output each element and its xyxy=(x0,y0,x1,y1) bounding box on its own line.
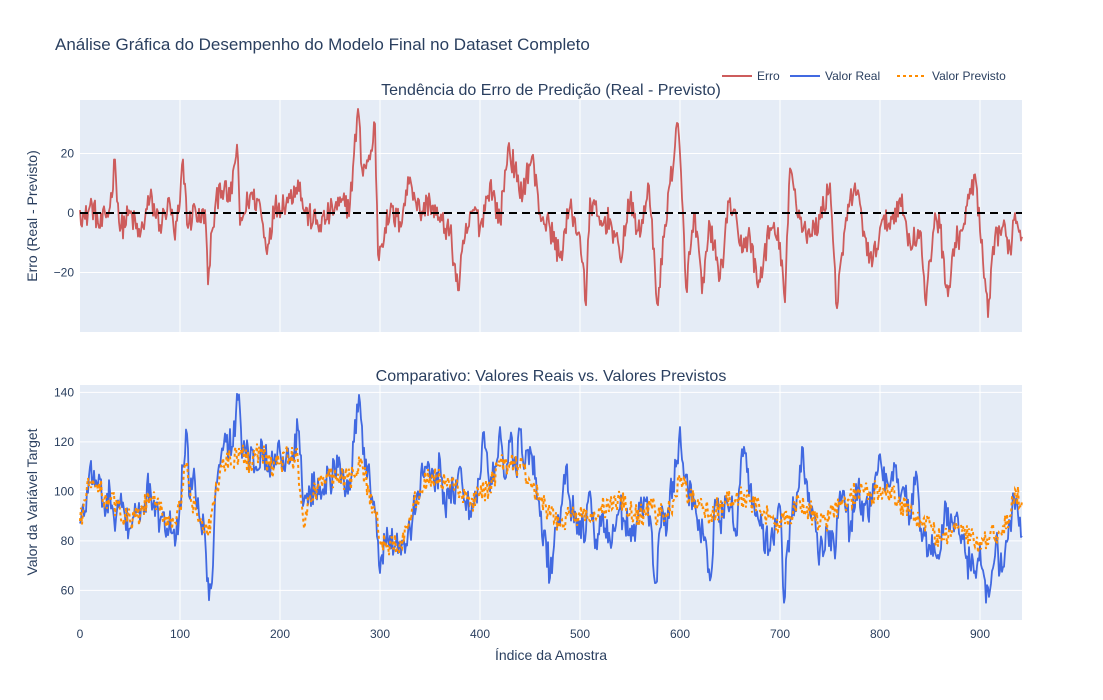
legend-item[interactable]: Valor Real xyxy=(790,69,880,83)
y-tick-label: 140 xyxy=(54,385,74,399)
figure-title: Análise Gráfica do Desempenho do Modelo … xyxy=(55,35,590,54)
x-tick-label: 600 xyxy=(670,627,690,641)
series-group-comparison xyxy=(79,392,1023,604)
y-axis-label-comparison: Valor da Variável Target xyxy=(24,428,40,575)
y-tick-label: −20 xyxy=(54,266,75,280)
series-line-erro xyxy=(79,108,1023,319)
y-ticks-comparison: 60 80 100 120 140 xyxy=(54,385,74,597)
series-line-valor-real xyxy=(79,392,1023,604)
y-tick-label: 120 xyxy=(54,435,74,449)
y-tick-label: 80 xyxy=(61,534,75,548)
series-group-error xyxy=(79,108,1023,319)
grid-comparison xyxy=(80,385,1022,620)
y-tick-label: 100 xyxy=(54,484,74,498)
legend-label: Valor Real xyxy=(825,69,880,83)
x-tick-label: 300 xyxy=(370,627,390,641)
y-tick-label: 60 xyxy=(61,583,75,597)
x-ticks-comparison: 0 100 200 300 400 500 600 700 800 900 xyxy=(77,627,991,641)
y-tick-label: 20 xyxy=(61,147,75,161)
x-tick-label: 900 xyxy=(970,627,990,641)
subplot-title-error: Tendência do Erro de Predição (Real - Pr… xyxy=(381,82,721,99)
subplot-title-comparison: Comparativo: Valores Reais vs. Valores P… xyxy=(376,368,727,385)
x-tick-label: 500 xyxy=(570,627,590,641)
legend-label: Erro xyxy=(757,69,780,83)
legend-label: Valor Previsto xyxy=(932,69,1006,83)
x-tick-label: 700 xyxy=(770,627,790,641)
x-axis-label: Índice da Amostra xyxy=(495,647,607,663)
y-tick-label: 0 xyxy=(67,206,74,220)
legend-item[interactable]: Erro xyxy=(722,69,780,83)
y-axis-label-error: Erro (Real - Previsto) xyxy=(24,150,40,281)
x-tick-label: 400 xyxy=(470,627,490,641)
plot-area-comparison xyxy=(80,385,1022,620)
legend[interactable]: Erro Valor Real Valor Previsto xyxy=(722,69,1006,83)
plot-area-error xyxy=(80,100,1022,332)
x-tick-label: 0 xyxy=(77,627,84,641)
x-tick-label: 100 xyxy=(170,627,190,641)
x-tick-label: 200 xyxy=(270,627,290,641)
legend-item[interactable]: Valor Previsto xyxy=(897,69,1006,83)
y-ticks-error: −20 0 20 xyxy=(54,147,75,280)
x-tick-label: 800 xyxy=(870,627,890,641)
